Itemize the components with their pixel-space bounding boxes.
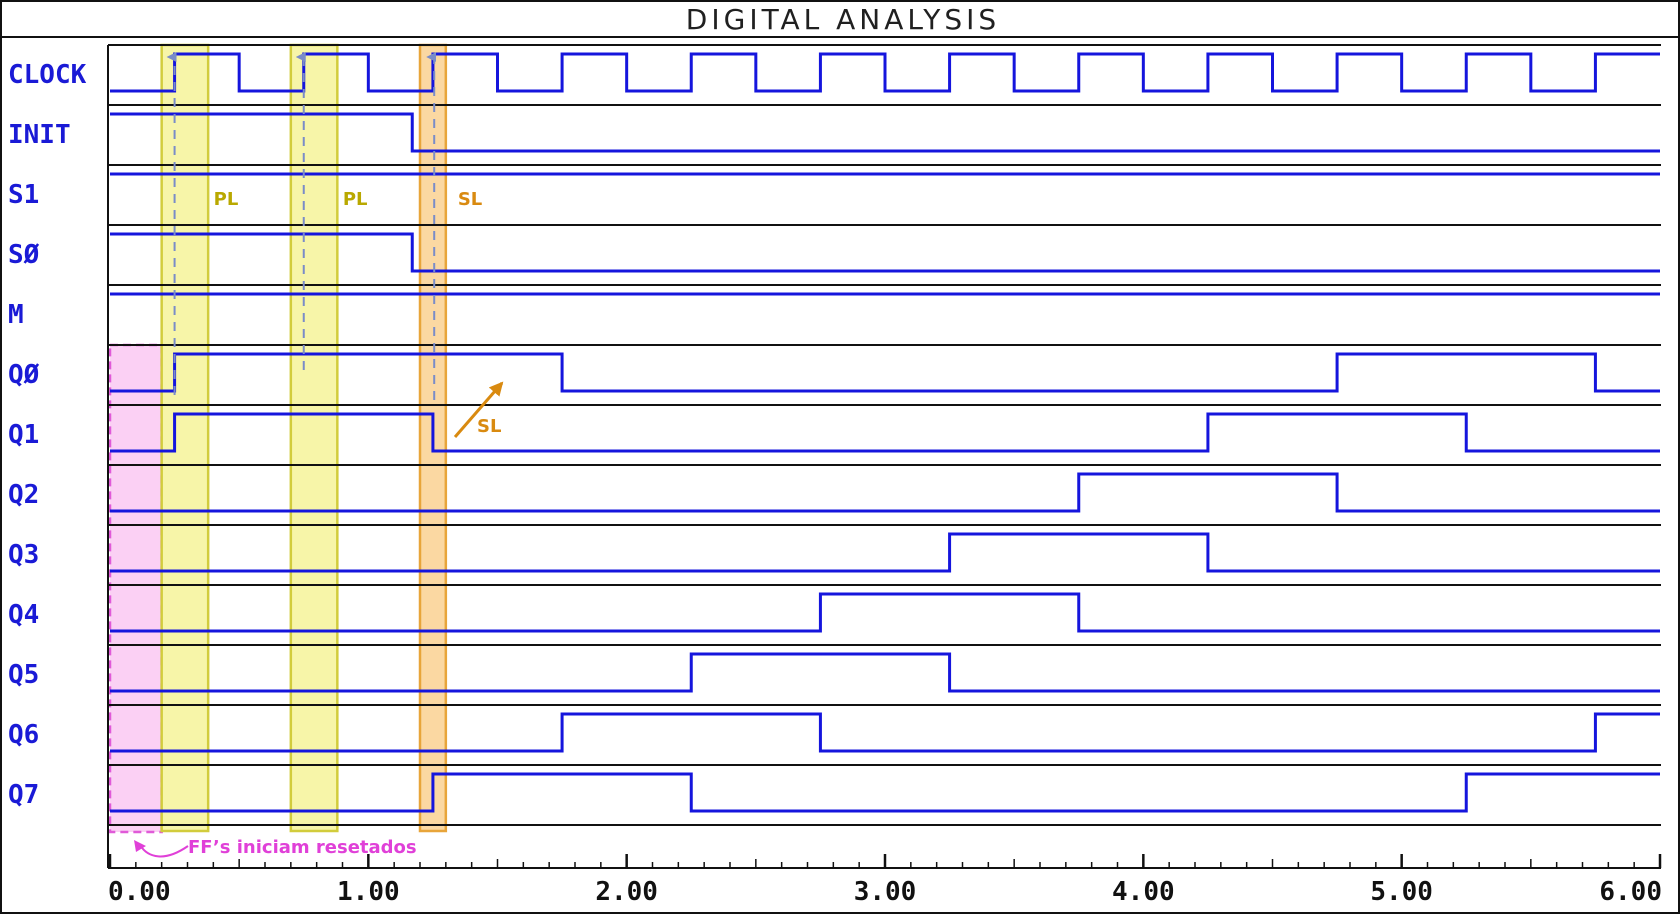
x-tick-label: 5.00 <box>1370 877 1433 907</box>
signal-label: M <box>8 300 24 330</box>
sl-arrow <box>453 381 504 438</box>
signal-label: Q2 <box>8 480 39 510</box>
highlight-pl-1 <box>160 43 210 833</box>
signal-label: S1 <box>8 180 39 210</box>
highlight-reset-0 <box>108 343 163 834</box>
trace-q2 <box>110 472 1660 513</box>
trace-clock <box>110 52 1660 93</box>
signal-label: QØ <box>8 360 40 390</box>
trace-q3 <box>110 532 1660 573</box>
annotation-sl-arrow-label: SL <box>477 416 501 437</box>
annotation-reset-label: FF’s iniciam resetados <box>188 837 417 858</box>
signal-traces <box>110 52 1660 813</box>
title-bar: DIGITAL ANALYSIS <box>686 3 1000 36</box>
clock-edge-arrows <box>134 52 504 858</box>
x-tick-label: 1.00 <box>337 877 400 907</box>
x-tick-label: 2.00 <box>595 877 658 907</box>
highlight-regions <box>108 43 448 834</box>
annotation-sl-label: SL <box>458 189 482 210</box>
trace-q4 <box>110 592 1660 633</box>
row-separators <box>107 44 1661 868</box>
reset-pointer-arrow <box>139 844 189 858</box>
signal-label: SØ <box>8 240 40 270</box>
trace-sø <box>110 232 1660 273</box>
signal-label: Q7 <box>8 780 39 810</box>
trace-q7 <box>110 772 1660 813</box>
trace-q5 <box>110 652 1660 693</box>
signal-label: Q1 <box>8 420 39 450</box>
trace-q6 <box>110 712 1660 753</box>
signal-label: Q3 <box>8 540 39 570</box>
trace-init <box>110 112 1660 153</box>
trace-q1 <box>110 412 1660 453</box>
trace-qø <box>110 352 1660 393</box>
x-axis: 0.00 1.00 2.00 3.00 4.00 5.00 6.00 <box>108 854 1662 907</box>
signal-label: CLOCK <box>8 60 87 90</box>
page-title: DIGITAL ANALYSIS <box>686 3 1000 36</box>
signal-label: Q4 <box>8 600 39 630</box>
x-tick-label: 0.00 <box>108 877 171 907</box>
highlight-pl-2 <box>289 43 339 833</box>
signal-label: INIT <box>8 120 71 150</box>
x-tick-label: 4.00 <box>1112 877 1175 907</box>
annotation-pl-label: PL <box>214 189 239 210</box>
signal-label: Q5 <box>8 660 39 690</box>
x-tick-label: 3.00 <box>854 877 917 907</box>
x-tick-label: 6.00 <box>1599 877 1662 907</box>
reset-pointer-arrowhead <box>134 840 146 852</box>
annotation-labels: FF’s iniciam resetados PL PL SL SL <box>188 189 501 858</box>
signal-label: Q6 <box>8 720 39 750</box>
signal-labels: CLOCK INIT S1 SØ M QØ Q1 Q2 Q3 Q4 Q5 Q6 Q7 <box>8 60 87 810</box>
annotation-pl-label: PL <box>343 189 368 210</box>
